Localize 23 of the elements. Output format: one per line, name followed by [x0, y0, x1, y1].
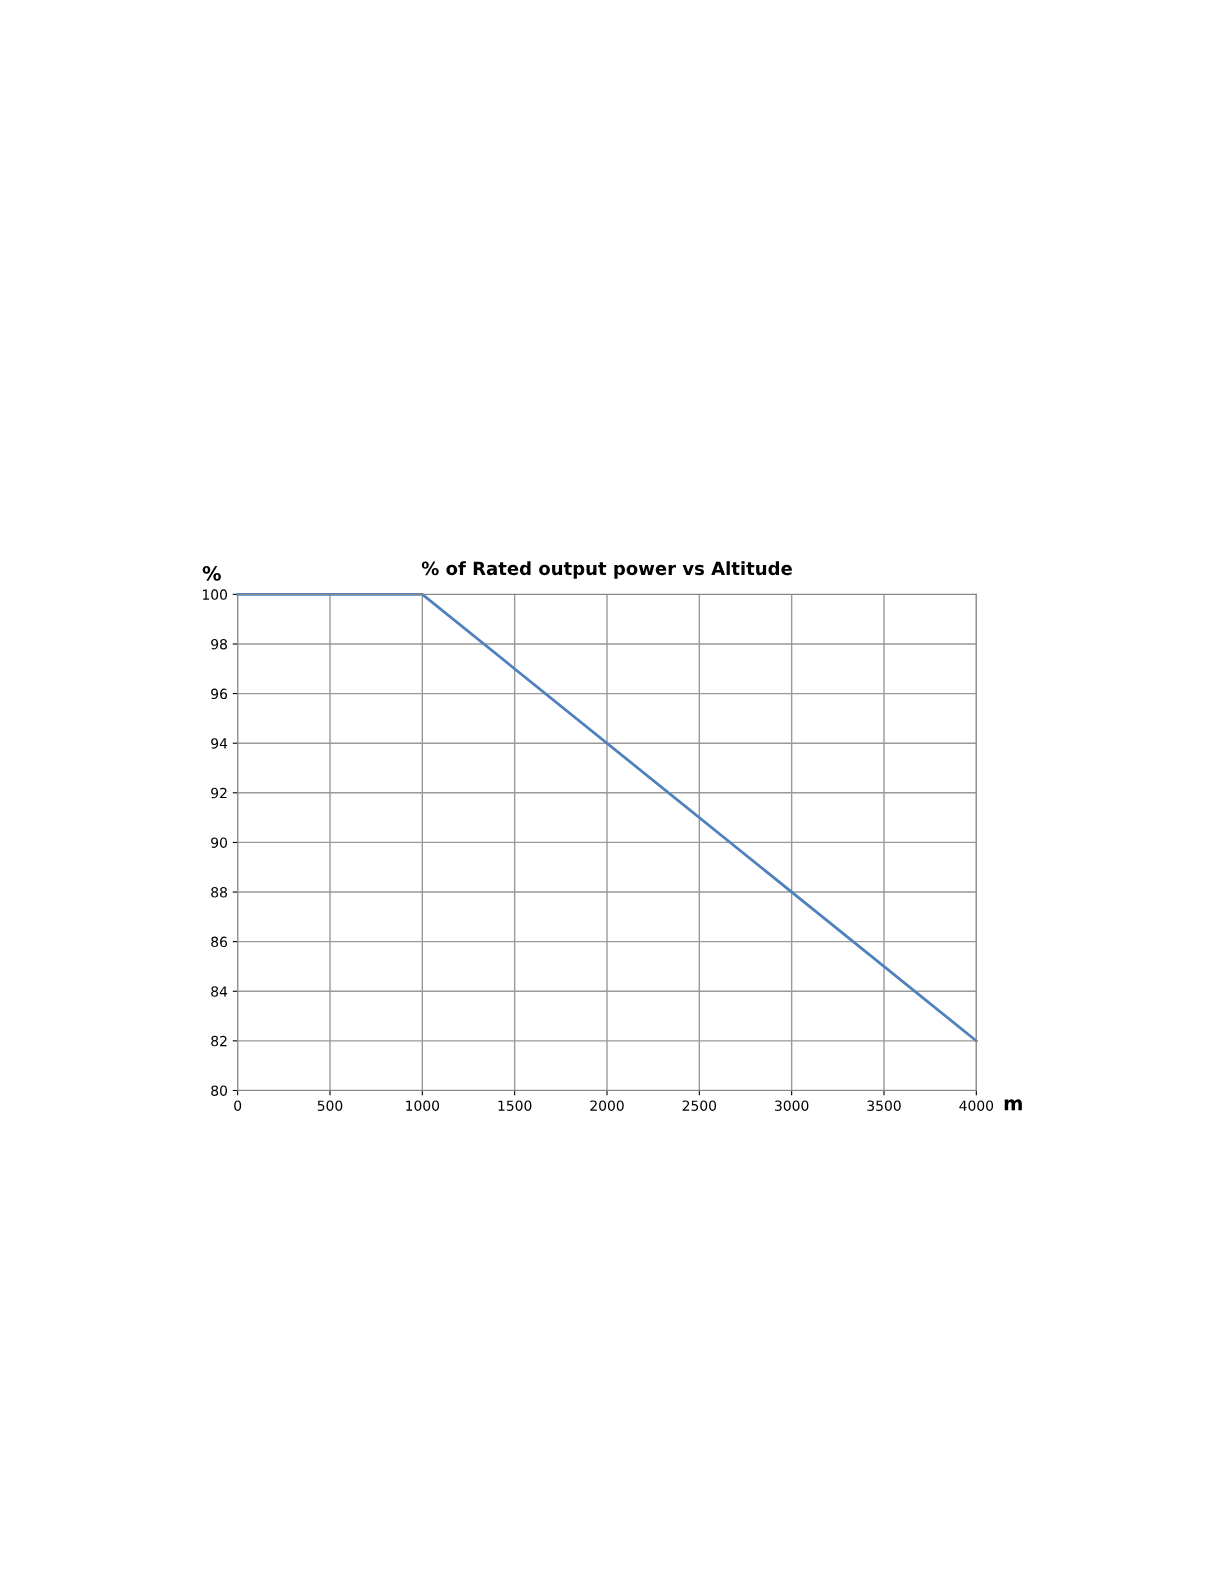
y-tick-label: 92: [211, 787, 227, 799]
y-tick-label: 84: [211, 986, 228, 997]
chart-title: % of Rated output power vs Altitude: [421, 561, 792, 579]
y-tick-label: 94: [211, 738, 228, 749]
x-axis-title: m: [1004, 1099, 1022, 1111]
y-tick-label: 100: [202, 589, 227, 600]
x-tick-label: 1500: [498, 1100, 532, 1111]
y-axis-title: %: [202, 565, 221, 581]
x-tick-label: 3500: [867, 1100, 901, 1111]
x-tick-label: 1000: [406, 1100, 440, 1111]
y-tick-label: 82: [211, 1035, 227, 1047]
y-tick-label: 96: [211, 688, 228, 700]
y-tick-label: 80: [211, 1085, 228, 1096]
y-tick-label: 90: [211, 837, 228, 848]
x-tick-label: 2000: [590, 1100, 624, 1111]
x-tick-label: 4000: [959, 1100, 994, 1111]
y-tick-label: 88: [211, 887, 227, 898]
x-tick-label: 500: [317, 1100, 343, 1111]
x-tick-label: 3000: [775, 1100, 809, 1111]
x-tick-label: 2500: [682, 1100, 717, 1111]
y-tick-label: 98: [211, 638, 227, 650]
y-tick-label: 86: [211, 936, 228, 948]
x-tick-label: 0: [234, 1100, 242, 1111]
